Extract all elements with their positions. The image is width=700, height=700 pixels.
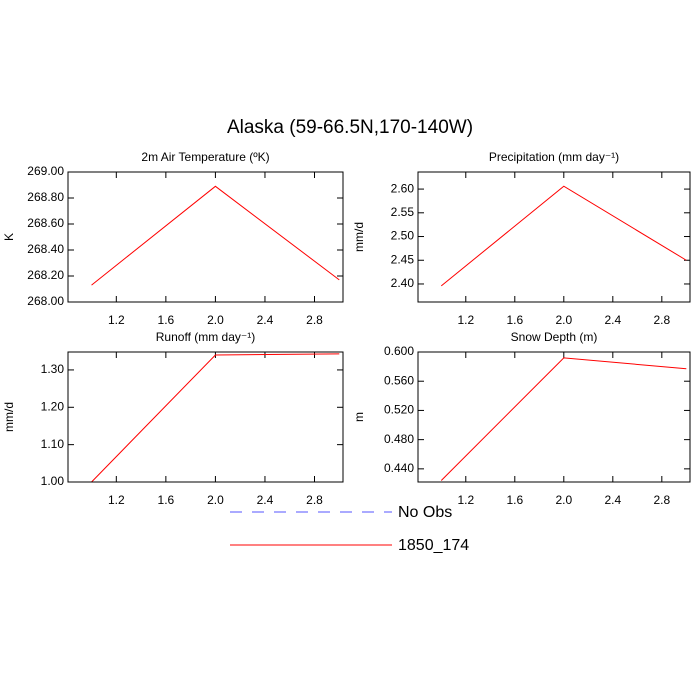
plot-frame <box>67 171 344 303</box>
y-axis-label: K <box>2 233 16 241</box>
y-tick-label: 1.20 <box>41 399 65 413</box>
x-tick-label: 2.4 <box>257 493 274 507</box>
y-tick-label: 0.480 <box>384 432 414 446</box>
x-tick-label: 2.0 <box>207 313 224 327</box>
y-tick-label: 0.560 <box>384 373 414 387</box>
x-tick-label: 2.8 <box>306 313 323 327</box>
panel-title: 2m Air Temperature (ºK) <box>141 150 269 164</box>
data-line <box>440 357 687 481</box>
y-tick-label: 0.440 <box>384 461 414 475</box>
x-tick-label: 2.4 <box>604 493 621 507</box>
data-line <box>91 353 340 483</box>
x-tick-label: 1.6 <box>506 313 523 327</box>
x-tick-label: 1.2 <box>108 313 125 327</box>
panel-title: Runoff (mm day⁻¹) <box>156 330 255 344</box>
y-tick-label: 2.55 <box>391 205 415 219</box>
x-tick-label: 1.2 <box>457 493 474 507</box>
x-tick-label: 1.6 <box>158 493 175 507</box>
x-tick-label: 2.8 <box>653 313 670 327</box>
x-tick-label: 2.0 <box>555 493 572 507</box>
x-tick-label: 2.4 <box>257 313 274 327</box>
x-tick-label: 1.6 <box>506 493 523 507</box>
y-tick-label: 0.600 <box>384 344 414 358</box>
y-axis-label: m <box>352 412 366 422</box>
y-tick-label: 268.40 <box>27 242 64 256</box>
x-tick-label: 2.8 <box>653 493 670 507</box>
figure-title: Alaska (59-66.5N,170-140W) <box>227 117 473 138</box>
plot-frame <box>417 171 691 303</box>
y-tick-label: 268.00 <box>27 294 64 308</box>
y-tick-label: 268.60 <box>27 216 64 230</box>
plot-frame <box>67 351 344 483</box>
y-tick-label: 0.520 <box>384 403 414 417</box>
x-tick-label: 2.0 <box>207 493 224 507</box>
x-tick-label: 1.2 <box>108 493 125 507</box>
y-tick-label: 2.40 <box>391 276 415 290</box>
legend-label: 1850_174 <box>398 537 469 554</box>
panel-title: Precipitation (mm day⁻¹) <box>489 150 619 164</box>
x-tick-label: 2.4 <box>604 313 621 327</box>
plot-frame <box>417 351 691 483</box>
y-tick-label: 268.20 <box>27 268 64 282</box>
x-tick-label: 2.0 <box>555 313 572 327</box>
y-tick-label: 1.10 <box>41 437 65 451</box>
data-line <box>440 185 687 287</box>
y-axis-label: mm/d <box>352 222 366 252</box>
x-tick-label: 1.6 <box>158 313 175 327</box>
y-tick-label: 269.00 <box>27 164 64 178</box>
legend-label: No Obs <box>398 504 452 521</box>
y-tick-label: 1.00 <box>41 474 65 488</box>
y-tick-label: 1.30 <box>41 362 65 376</box>
data-line <box>91 185 340 286</box>
y-tick-label: 2.50 <box>391 229 415 243</box>
y-tick-label: 2.45 <box>391 252 415 266</box>
y-axis-label: mm/d <box>2 402 16 432</box>
x-tick-label: 2.8 <box>306 493 323 507</box>
x-tick-label: 1.2 <box>457 313 474 327</box>
panel-title: Snow Depth (m) <box>511 330 598 344</box>
y-tick-label: 2.60 <box>391 181 415 195</box>
y-tick-label: 268.80 <box>27 190 64 204</box>
